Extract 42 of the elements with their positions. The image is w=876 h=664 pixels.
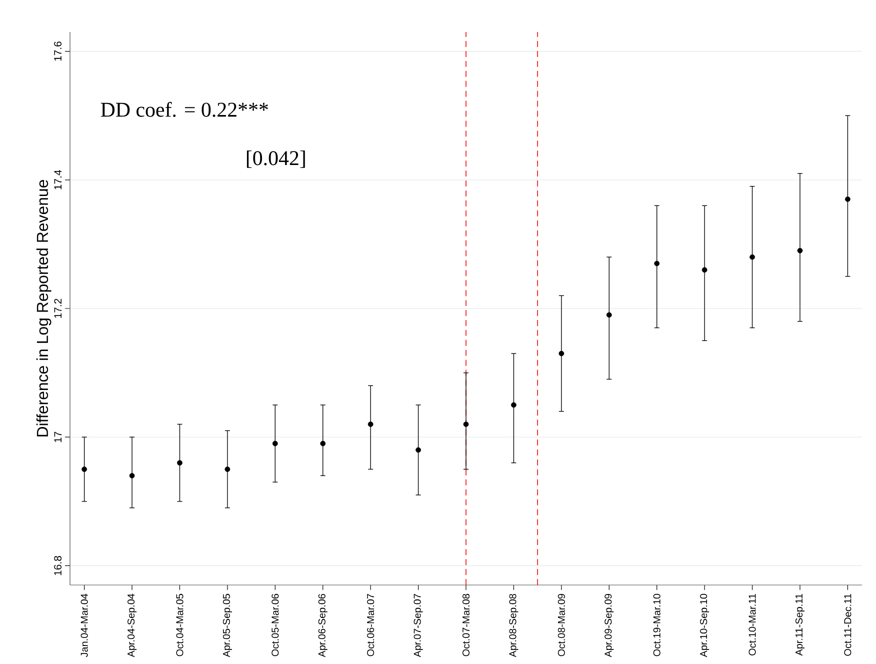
x-tick-label: Apr.08-Sep.08 — [509, 594, 518, 658]
x-tick-label: Apr.04-Sep.04 — [128, 594, 137, 658]
point — [750, 254, 755, 260]
annotation: [0.042] — [246, 150, 305, 168]
point — [368, 422, 374, 427]
x-tick-label: Apr.05-Sep.05 — [222, 594, 232, 658]
point — [606, 312, 612, 318]
point — [702, 267, 708, 273]
y-tick-label: 17.4 — [54, 170, 62, 190]
point — [416, 447, 421, 453]
x-tick-label: Oct.07-Mar.08 — [462, 594, 470, 656]
point — [511, 402, 516, 408]
x-tick-label: Apr.10-Sep.10 — [700, 594, 710, 658]
x-tick-label: Oct.11-Dec.11 — [844, 594, 852, 656]
point — [463, 422, 469, 427]
point — [272, 440, 278, 446]
x-tick-label: Apr.11-Sep.11 — [795, 594, 804, 656]
x-tick-label: Oct.19-Mar.10 — [653, 594, 660, 656]
point — [797, 248, 803, 254]
x-tick-label: Apr.07-Sep.07 — [414, 594, 423, 658]
y-tick-label: 16.8 — [54, 556, 62, 576]
point — [82, 466, 88, 472]
x-tick-label: Apr.06-Sep.06 — [318, 594, 328, 658]
point — [224, 466, 230, 472]
y-tick-label: 17.2 — [54, 298, 62, 318]
point — [845, 196, 850, 202]
x-tick-label: Oct.06-Mar.07 — [367, 594, 374, 656]
x-tick-label: Oct.05-Mar.06 — [272, 594, 279, 656]
y-tick-label: 17 — [54, 432, 62, 442]
x-tick-label: Oct.04-Mar.05 — [176, 594, 184, 656]
x-tick-label: Oct.10-Mar.11 — [748, 594, 756, 656]
point — [129, 472, 135, 478]
point — [177, 460, 182, 466]
x-tick-label: Apr.09-Sep.09 — [604, 594, 614, 658]
point — [654, 260, 660, 266]
x-tick-label: Oct.08-Mar.09 — [558, 594, 565, 656]
y-tick-label: 17.6 — [54, 42, 62, 61]
y-axis-title: Difference in Log Reported Revenue — [36, 180, 52, 436]
point — [320, 440, 326, 446]
x-tick-label: Jan.04-Mar.04 — [80, 594, 88, 658]
point — [558, 350, 564, 356]
annotation: DD coef. = 0.22*** — [100, 102, 268, 117]
